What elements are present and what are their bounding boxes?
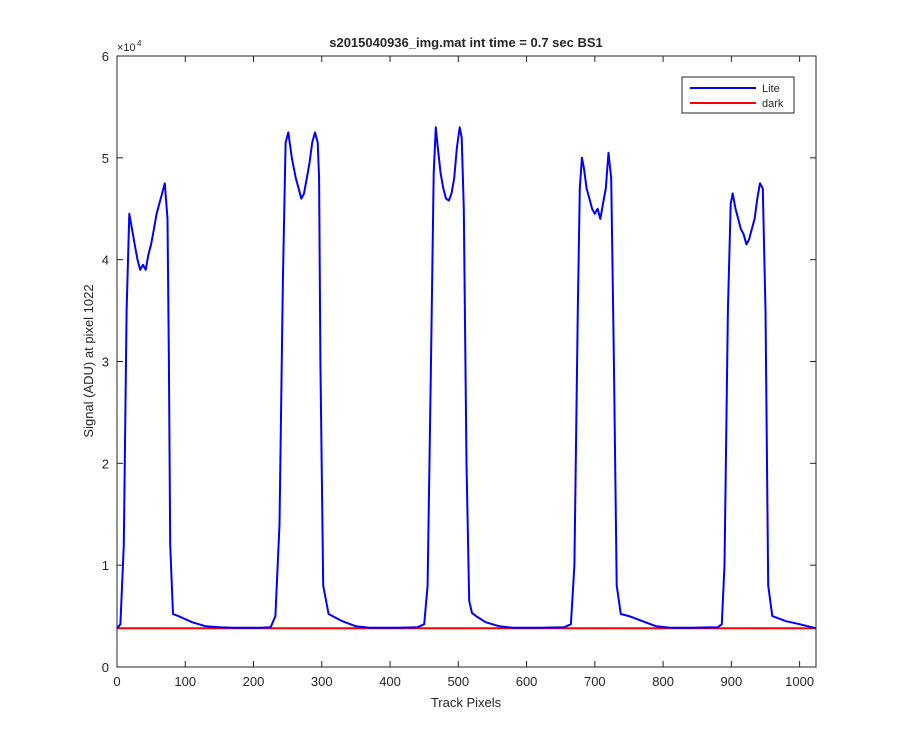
- x-tick-label: 600: [516, 674, 538, 689]
- legend-label-dark: dark: [762, 98, 784, 110]
- x-tick-label: 100: [174, 674, 196, 689]
- y-axis-label: Signal (ADU) at pixel 1022: [81, 284, 96, 437]
- x-tick-label: 300: [311, 674, 333, 689]
- y-tick-label: 4: [102, 253, 109, 268]
- series-layer: [116, 126, 817, 630]
- y-tick-label: 5: [102, 151, 109, 166]
- x-tick-label: 900: [721, 674, 743, 689]
- y-axis-exponent: ×10 4: [117, 39, 142, 54]
- x-tick-label: 200: [243, 674, 265, 689]
- y-exponent-power: 4: [137, 39, 142, 48]
- legend-label-lite: Lite: [762, 83, 780, 95]
- y-exponent-base: ×10: [117, 42, 136, 54]
- y-tick-label: 1: [102, 558, 109, 573]
- y-tick-label: 2: [102, 456, 109, 471]
- x-tick-label: 800: [652, 674, 674, 689]
- y-tick-label: 6: [102, 49, 109, 64]
- x-tick-label: 400: [379, 674, 401, 689]
- y-axis-ticks: 0 1 2 3 4 5 6: [102, 49, 816, 675]
- x-tick-label: 700: [584, 674, 606, 689]
- series-line-lite: [116, 126, 817, 630]
- x-tick-label: 0: [113, 674, 120, 689]
- legend-box: [681, 76, 795, 114]
- y-tick-label: 3: [102, 355, 109, 370]
- x-axis-ticks: 0 100 200 300 400 500 600 700 800 900 1000: [113, 56, 814, 689]
- x-tick-label: 1000: [785, 674, 814, 689]
- plot-area: [116, 55, 817, 668]
- legend: Lite dark: [681, 76, 795, 114]
- x-tick-label: 500: [447, 674, 469, 689]
- x-axis-label: Track Pixels: [431, 695, 502, 710]
- y-tick-label: 0: [102, 660, 109, 675]
- chart-title: s2015040936_img.mat int time = 0.7 sec B…: [329, 35, 603, 50]
